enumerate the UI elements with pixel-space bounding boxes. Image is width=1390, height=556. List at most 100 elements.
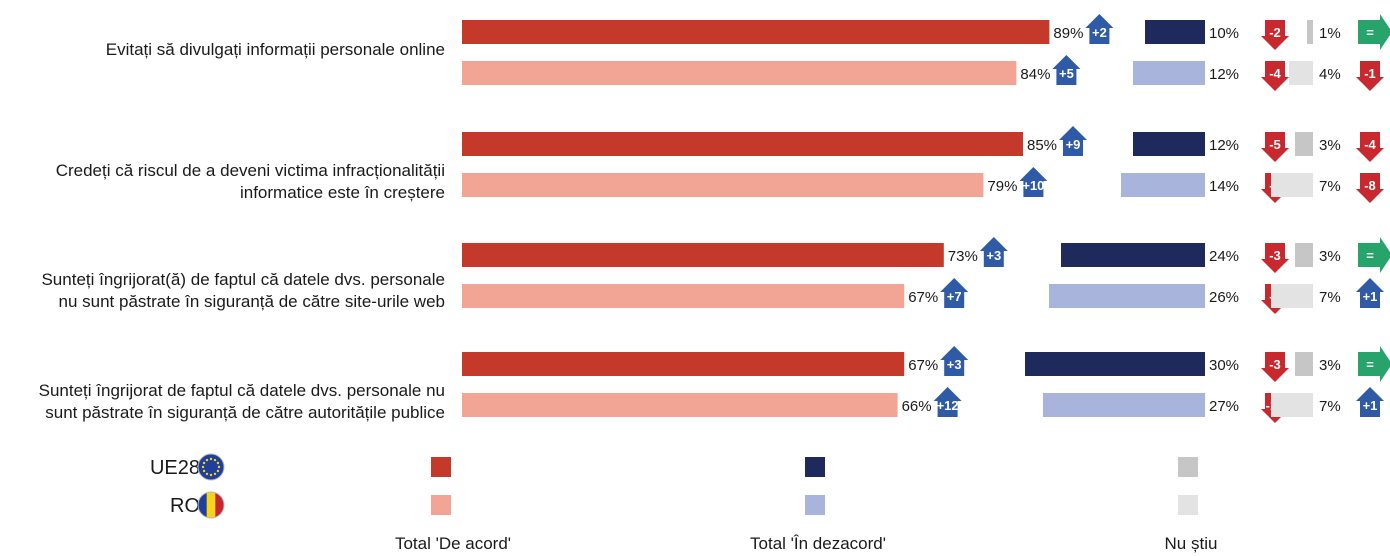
- eu-flag-star: [202, 461, 206, 465]
- agree-value: 79%: [987, 178, 1017, 195]
- dontknow-value: 4%: [1319, 66, 1341, 83]
- dontknow-value: 7%: [1319, 178, 1341, 195]
- agree-value: 85%: [1027, 137, 1057, 154]
- disagree-bar: [1043, 393, 1205, 417]
- agree-change-indicator: +9: [1059, 126, 1087, 156]
- question-label: Sunteți îngrijorat(ă) de faptul că datel…: [41, 270, 445, 289]
- agree-change-indicator-shape: [1085, 14, 1114, 44]
- legend-swatch: [1178, 495, 1198, 515]
- agree-change-indicator-shape: [979, 237, 1008, 267]
- agree-change-indicator: +3: [940, 346, 969, 376]
- question-label: sunt păstrate în siguranță de către auto…: [45, 403, 445, 422]
- dontknow-change-indicator-shape: [1358, 14, 1390, 50]
- agree-change-indicator: +2: [1085, 14, 1114, 44]
- disagree-value: 24%: [1209, 248, 1239, 265]
- dontknow-change-indicator-shape: [1356, 173, 1384, 203]
- dontknow-bar: [1295, 352, 1313, 376]
- dontknow-bar: [1271, 393, 1313, 417]
- disagree-value: 12%: [1209, 137, 1239, 154]
- legend-swatch: [1178, 457, 1198, 477]
- legend-swatch: [805, 495, 825, 515]
- dontknow-change-indicator-label: -4: [1364, 137, 1376, 152]
- dontknow-change-indicator-label: =: [1366, 25, 1374, 40]
- dontknow-change-indicator-label: -1: [1364, 66, 1376, 81]
- disagree-change-indicator-shape: [1261, 352, 1289, 382]
- dontknow-value: 3%: [1319, 248, 1341, 265]
- disagree-change-indicator-shape: [1261, 132, 1289, 162]
- dontknow-change-indicator-label: +1: [1363, 289, 1378, 304]
- disagree-value: 26%: [1209, 289, 1239, 306]
- agree-bar: [462, 243, 944, 267]
- disagree-change-indicator-label: -2: [1269, 25, 1281, 40]
- dontknow-change-indicator: -1: [1356, 61, 1384, 91]
- disagree-bar: [1061, 243, 1205, 267]
- agree-change-indicator: +10: [1019, 167, 1048, 197]
- agree-change-indicator-label: +10: [1022, 178, 1044, 193]
- disagree-value: 30%: [1209, 357, 1239, 374]
- disagree-change-indicator: -5: [1261, 132, 1289, 162]
- dontknow-value: 3%: [1319, 357, 1341, 374]
- agree-change-indicator-label: +12: [937, 398, 959, 413]
- eu-flag-star: [213, 458, 217, 462]
- dontknow-value: 7%: [1319, 289, 1341, 306]
- agree-change-indicator-shape: [1019, 167, 1048, 197]
- dontknow-bar: [1295, 132, 1313, 156]
- dontknow-change-indicator-shape: [1358, 346, 1390, 382]
- agree-change-indicator-label: +3: [986, 248, 1001, 263]
- dontknow-bar: [1289, 61, 1313, 85]
- agree-bar: [462, 352, 905, 376]
- eu-flag-icon: [197, 453, 225, 481]
- agree-change-indicator: +12: [933, 387, 962, 417]
- disagree-change-indicator-label: -5: [1269, 137, 1281, 152]
- agree-bar: [462, 20, 1050, 44]
- dontknow-change-indicator-label: -8: [1364, 178, 1376, 193]
- disagree-bar: [1121, 173, 1205, 197]
- agree-bar: [462, 284, 905, 308]
- disagree-change-indicator: -4: [1261, 61, 1289, 91]
- romania-flag-ring: [197, 491, 225, 519]
- disagree-value: 12%: [1209, 66, 1239, 83]
- question-label: informatice este în creștere: [240, 183, 445, 202]
- disagree-bar: [1025, 352, 1205, 376]
- dontknow-bar: [1295, 243, 1313, 267]
- disagree-change-indicator-shape: [1261, 243, 1289, 273]
- dontknow-change-indicator: =: [1358, 237, 1390, 273]
- dontknow-change-indicator: +1: [1356, 387, 1384, 417]
- disagree-bar: [1049, 284, 1205, 308]
- dontknow-change-indicator-label: +1: [1363, 398, 1378, 413]
- dontknow-change-indicator: +1: [1356, 278, 1384, 308]
- agree-bar: [462, 173, 984, 197]
- dontknow-change-indicator-label: =: [1366, 357, 1374, 372]
- dontknow-change-indicator: =: [1358, 14, 1390, 50]
- romania-flag-stripe: [198, 492, 208, 518]
- eu-flag-star: [209, 457, 213, 461]
- dontknow-bar: [1307, 20, 1313, 44]
- dontknow-change-indicator-label: =: [1366, 248, 1374, 263]
- agree-bar: [462, 132, 1023, 156]
- legend-group-label: RO: [170, 495, 200, 517]
- agree-change-indicator-shape: [1059, 126, 1087, 156]
- agree-value: 89%: [1053, 25, 1083, 42]
- legend-swatch: [805, 457, 825, 477]
- question-label: Credeți că riscul de a deveni victima in…: [56, 161, 445, 180]
- dontknow-value: 3%: [1319, 137, 1341, 154]
- question-label: Sunteți îngrijorat de faptul că datele d…: [39, 381, 445, 400]
- disagree-change-indicator: -3: [1261, 352, 1289, 382]
- dontknow-change-indicator: =: [1358, 346, 1390, 382]
- dontknow-value: 7%: [1319, 398, 1341, 415]
- romania-flag-stripe: [215, 492, 224, 518]
- eu-flag-star: [209, 473, 213, 477]
- disagree-change-indicator-shape: [1261, 20, 1289, 50]
- eu-flag-star: [213, 472, 217, 476]
- agree-change-indicator-shape: [1052, 55, 1081, 85]
- question-label: nu sunt păstrate în siguranță de către s…: [59, 292, 446, 311]
- dontknow-value: 1%: [1319, 25, 1341, 42]
- agree-change-indicator-label: +2: [1092, 25, 1107, 40]
- dontknow-change-indicator-shape: [1356, 278, 1384, 308]
- disagree-value: 27%: [1209, 398, 1239, 415]
- disagree-change-indicator-label: -3: [1269, 248, 1281, 263]
- disagree-value: 14%: [1209, 178, 1239, 195]
- legend-swatch: [431, 457, 451, 477]
- dontknow-change-indicator-shape: [1356, 61, 1384, 91]
